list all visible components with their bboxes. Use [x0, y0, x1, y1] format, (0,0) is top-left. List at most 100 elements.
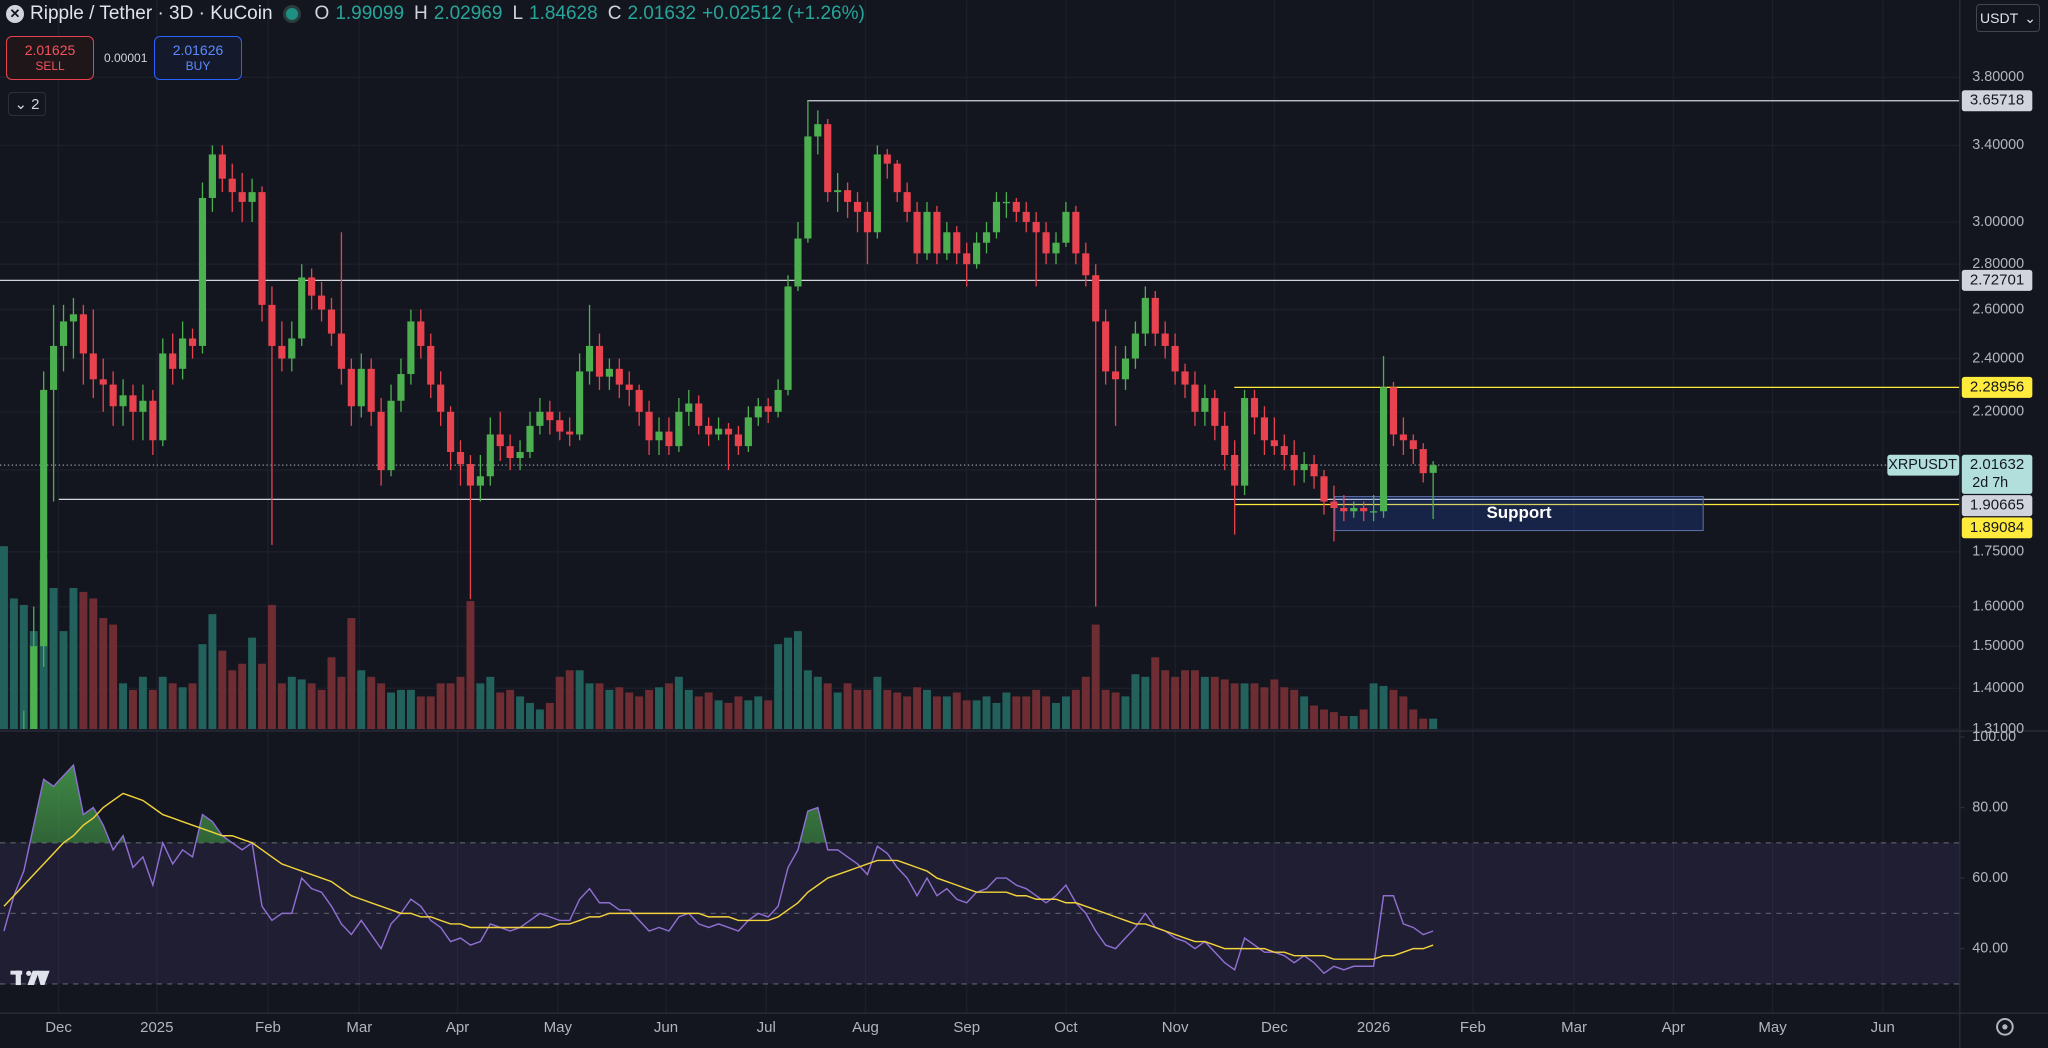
candle-body: [1141, 297, 1149, 334]
market-status: [282, 5, 301, 23]
candle-body: [268, 304, 276, 346]
volume-bar: [158, 676, 167, 730]
volume-bar: [843, 683, 852, 730]
indicator-count: 2: [31, 95, 40, 113]
volume-bar: [148, 689, 157, 730]
buy-button[interactable]: 2.01626 BUY: [154, 36, 242, 80]
volume-bar: [694, 696, 703, 730]
volume-bar: [357, 670, 366, 730]
rsi-ma-line: [3, 792, 1434, 960]
candle-body: [913, 211, 921, 254]
candle-body: [923, 211, 931, 254]
candle-body: [516, 452, 524, 459]
candle-body: [1131, 333, 1139, 359]
rsi-tick-label: 100.00: [1972, 729, 2016, 745]
volume-bar: [218, 650, 227, 730]
candle-body: [893, 163, 901, 193]
ohlc-value: 1.84628: [529, 3, 598, 24]
sell-button[interactable]: 2.01625 SELL: [6, 36, 94, 80]
candle-body: [655, 431, 663, 441]
volume-bar: [1210, 676, 1219, 730]
candle-body: [1419, 449, 1427, 474]
price-label: 3.65718: [1970, 92, 2024, 109]
price-label: 2.28956: [1970, 378, 2024, 395]
candle-body: [794, 238, 802, 287]
settings-button[interactable]: [1996, 1018, 2014, 1036]
y-tick-label: 1.40000: [1972, 680, 2024, 696]
volume-bar: [297, 679, 306, 730]
candle-body: [1260, 417, 1269, 441]
y-tick-label: 1.60000: [1972, 598, 2024, 614]
candle-body: [278, 345, 286, 359]
volume-bar: [1151, 657, 1160, 730]
candle-body: [397, 374, 405, 401]
volume-bar: [803, 670, 812, 730]
candle-body: [407, 321, 415, 375]
volume-bar: [1141, 676, 1150, 730]
candle-body: [1062, 211, 1070, 243]
volume-bar: [267, 604, 276, 730]
candle-body: [724, 428, 733, 435]
candle-body: [933, 211, 941, 254]
change: +0.02512 (+1.26%): [702, 3, 865, 24]
volume-bar: [228, 670, 237, 730]
volume-bar: [1349, 716, 1358, 730]
candle-body: [377, 411, 385, 471]
volume-bar: [1171, 676, 1180, 730]
volume-bar: [784, 637, 793, 730]
countdown: 2d 7h: [1972, 475, 2008, 491]
volume-bar: [387, 692, 396, 730]
volume-bar: [1290, 689, 1299, 730]
volume-bar: [1181, 670, 1190, 730]
candle-body: [387, 400, 395, 471]
support-label: Support: [1486, 503, 1551, 522]
ohlc-key: O: [314, 3, 330, 24]
candle-body: [873, 154, 881, 233]
candle-body: [615, 368, 623, 385]
volume-bar: [1320, 709, 1328, 730]
y-tick-label: 2.40000: [1972, 350, 2024, 366]
volume-bar: [238, 663, 247, 730]
volume-bar: [913, 687, 922, 730]
candle-body: [1032, 221, 1040, 233]
volume-bar: [1389, 689, 1398, 730]
symbol[interactable]: Ripple / Tether · 3D · KuCoin: [30, 3, 273, 24]
volume-bar: [1111, 692, 1120, 730]
volume-bar: [456, 676, 465, 730]
volume-bar: [1329, 712, 1338, 730]
volume-bar: [605, 689, 614, 730]
volume-bar: [952, 692, 961, 730]
candle-body: [317, 295, 326, 310]
candle-body: [734, 434, 742, 447]
candle-body: [784, 286, 792, 390]
support-zone: [1334, 496, 1704, 532]
candle-body: [1280, 446, 1288, 456]
candle-body: [953, 232, 961, 254]
x-tick-label: Dec: [1261, 1019, 1288, 1036]
price-label-box: [1961, 376, 2033, 398]
candle-body: [347, 368, 355, 407]
volume-bar: [545, 702, 554, 730]
volume-bar: [595, 683, 604, 730]
currency-select[interactable]: USDT ⌄: [1976, 4, 2040, 32]
candle-body: [973, 242, 981, 265]
candle-body: [714, 428, 723, 435]
candle-body: [1409, 440, 1417, 450]
volume-bar: [0, 546, 8, 730]
candle-body: [1389, 387, 1398, 435]
volume-bar: [655, 687, 663, 730]
candle-body: [595, 345, 604, 377]
volume-bar: [258, 663, 266, 730]
indicator-toggle[interactable]: ⌄ 2: [8, 92, 46, 116]
candle-body: [1042, 232, 1050, 254]
volume-bar: [972, 700, 981, 730]
volume-bar: [714, 700, 723, 730]
candle-body: [308, 277, 316, 296]
volume-bar: [436, 683, 445, 730]
candle-body: [645, 411, 653, 441]
price-label-box: [1961, 90, 2033, 112]
candle-body: [1181, 371, 1189, 385]
rsi-tick-label: 80.00: [1972, 799, 2008, 815]
volume-bar: [377, 683, 386, 730]
candle-body: [298, 277, 306, 339]
